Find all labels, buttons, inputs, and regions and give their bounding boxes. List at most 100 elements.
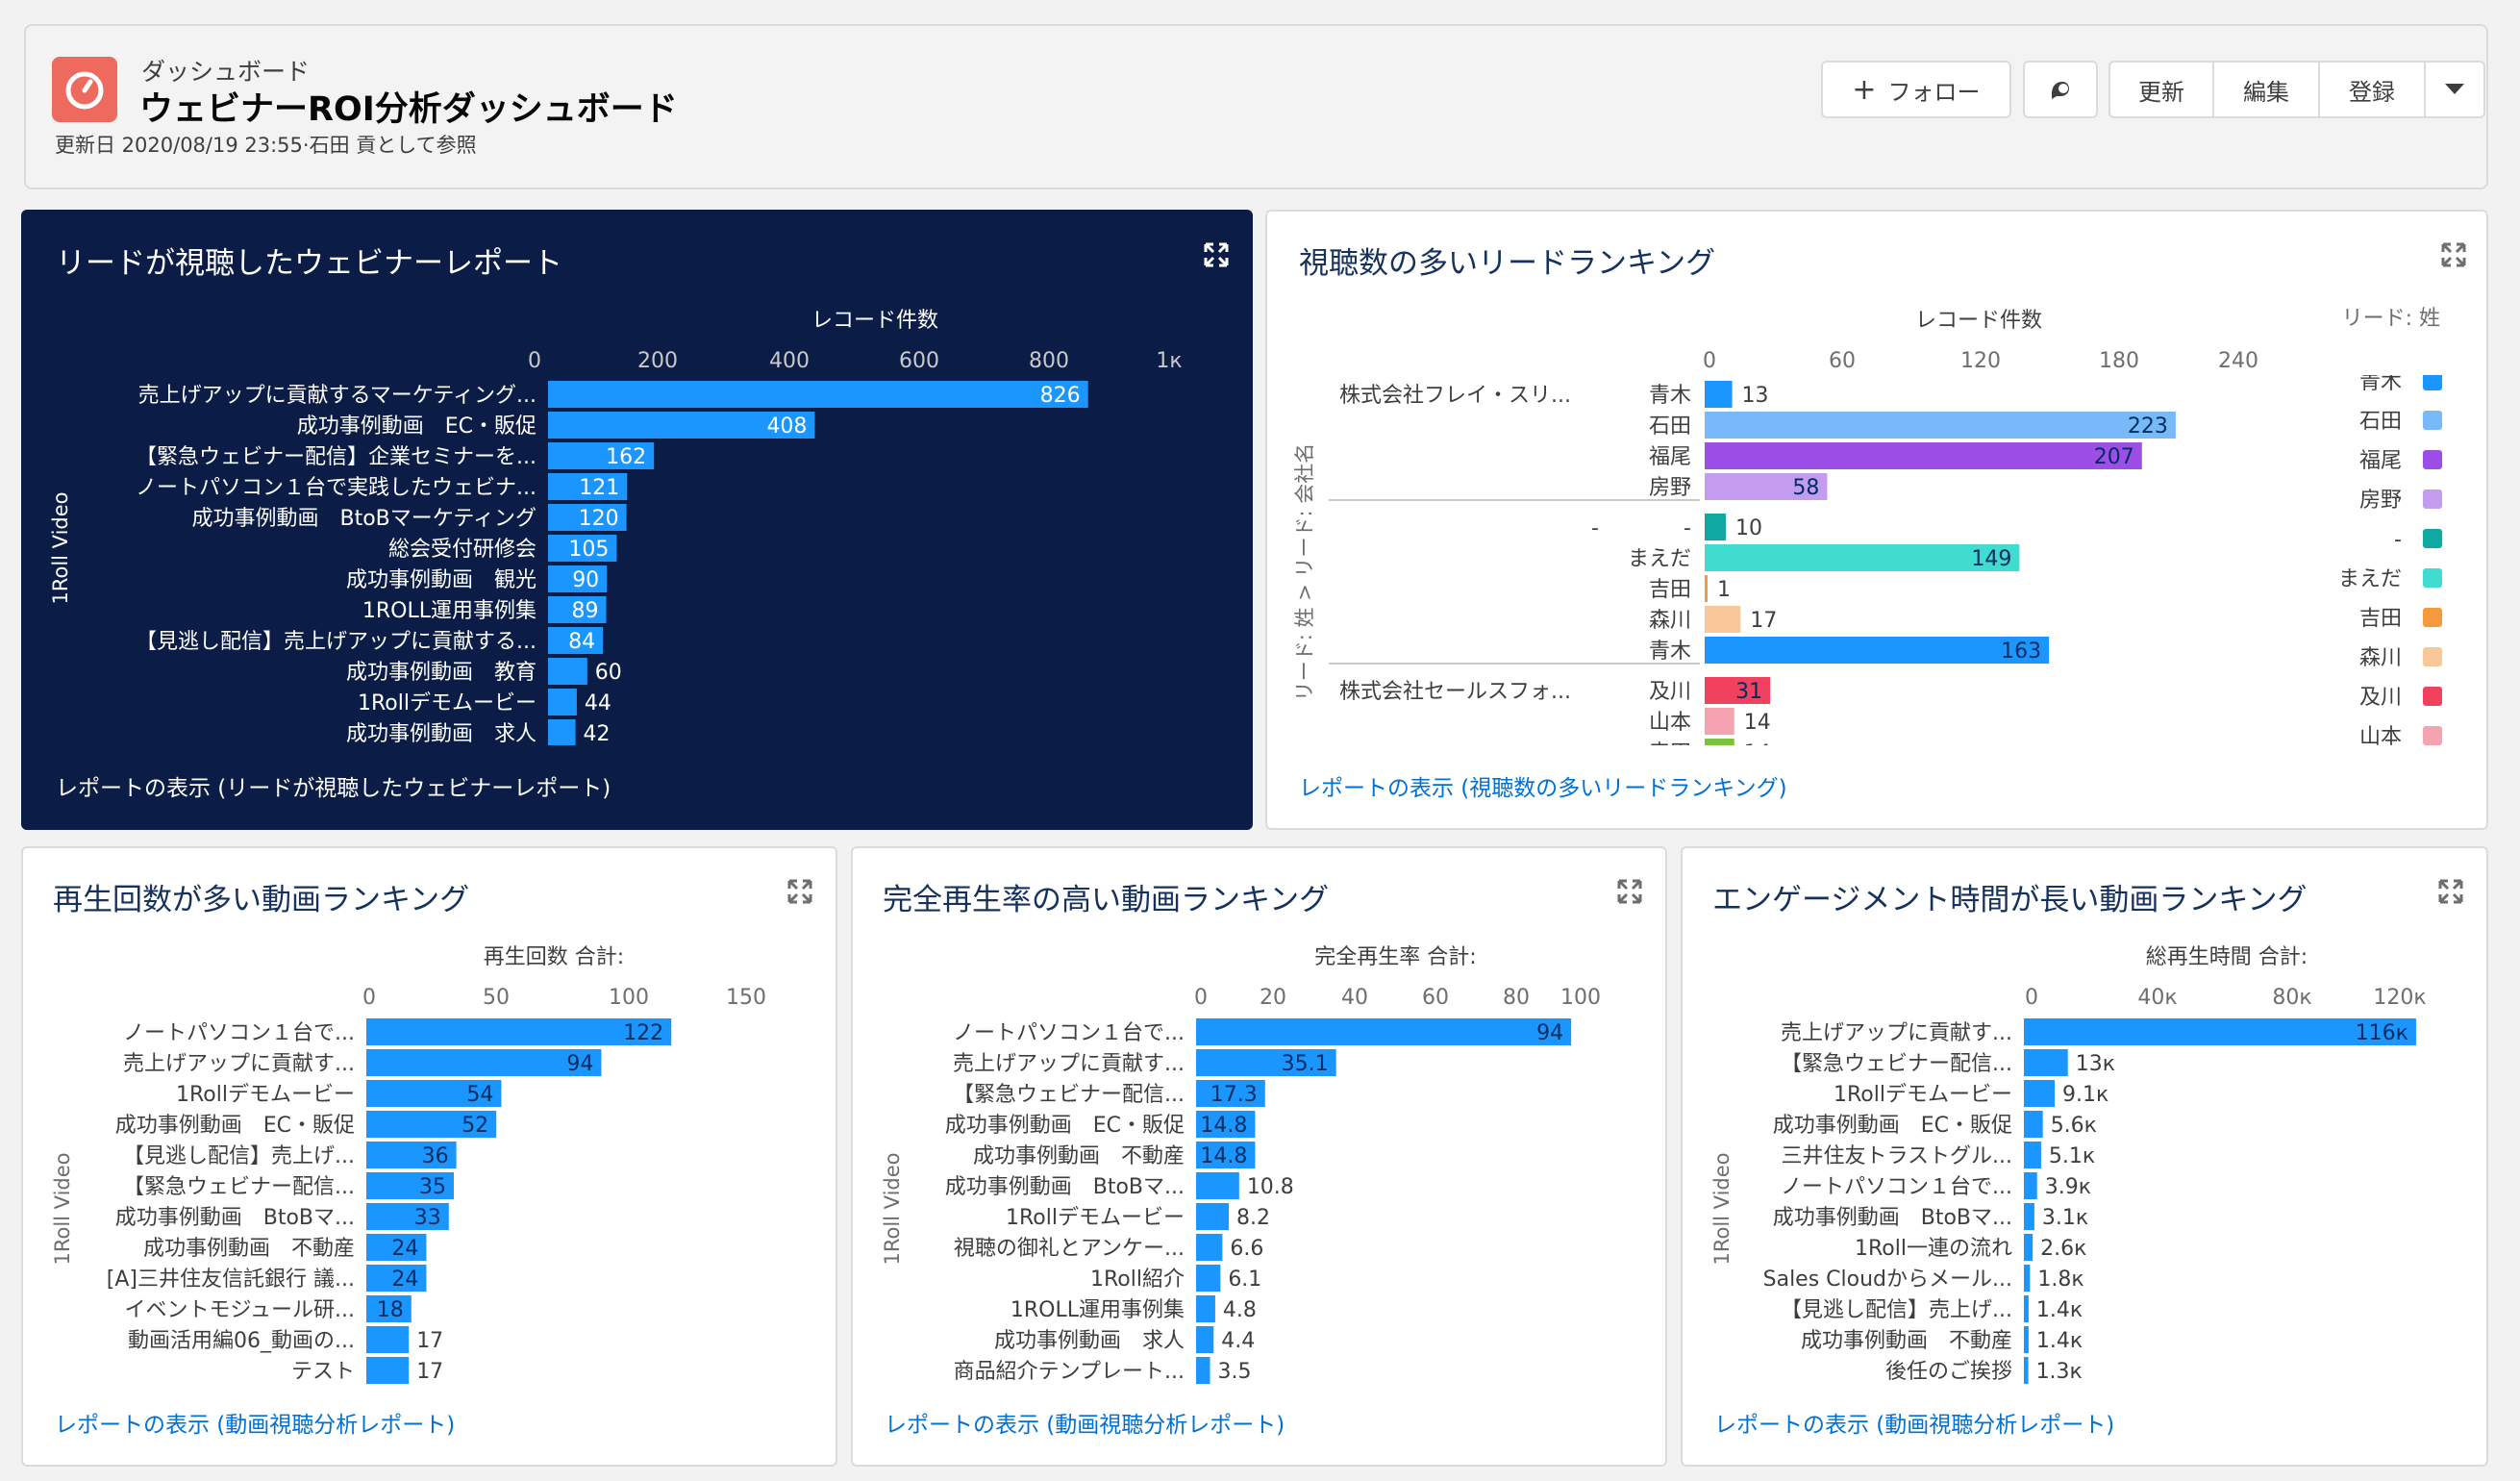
bar[interactable] <box>366 1234 427 1261</box>
edit-button[interactable]: 編集 <box>2212 61 2320 118</box>
legend-swatch[interactable] <box>2423 687 2442 706</box>
bar[interactable] <box>2024 1295 2029 1322</box>
view-report-link[interactable]: レポートの表示 (動画視聴分析レポート) <box>1714 1413 2115 1438</box>
lead-name-label: 山本 <box>1649 711 1691 735</box>
category-label: 三井住友トラストグル... <box>1781 1144 2012 1168</box>
bar[interactable] <box>366 1357 410 1384</box>
legend-swatch[interactable] <box>2423 371 2442 390</box>
follow-button[interactable]: + フォロー <box>1821 61 2011 118</box>
bar[interactable] <box>1705 708 1734 735</box>
bar[interactable] <box>548 442 655 469</box>
bar[interactable] <box>1196 1326 1214 1353</box>
bar[interactable] <box>1705 739 1734 755</box>
bar[interactable] <box>548 473 628 500</box>
legend-swatch[interactable] <box>2423 568 2442 588</box>
bar[interactable] <box>366 1111 497 1138</box>
bar[interactable] <box>1196 1295 1215 1322</box>
legend-swatch[interactable] <box>2423 608 2442 627</box>
y-axis-title: 1Roll Video <box>49 491 72 604</box>
bar[interactable] <box>548 627 604 654</box>
x-tick-label: 800 <box>1029 349 1069 373</box>
bar[interactable] <box>548 689 577 715</box>
bar[interactable] <box>1705 412 2176 439</box>
expand-icon[interactable] <box>1204 242 1229 267</box>
bar[interactable] <box>2024 1326 2029 1353</box>
bar[interactable] <box>366 1203 449 1230</box>
more-actions-button[interactable] <box>2424 61 2485 118</box>
bar[interactable] <box>366 1142 457 1168</box>
bar[interactable] <box>548 719 576 746</box>
bar[interactable] <box>366 1326 410 1353</box>
refresh-button[interactable]: 更新 <box>2108 61 2214 118</box>
bar[interactable] <box>548 381 1088 408</box>
bar[interactable] <box>1196 1142 1256 1168</box>
lead-name-label: 青木 <box>1649 640 1691 664</box>
bar[interactable] <box>366 1018 672 1045</box>
legend-swatch[interactable] <box>2423 411 2442 430</box>
bar[interactable] <box>366 1265 427 1292</box>
expand-icon[interactable] <box>2441 242 2466 267</box>
bar[interactable] <box>2024 1265 2031 1292</box>
view-report-link[interactable]: レポートの表示 (動画視聴分析レポート) <box>885 1413 1285 1438</box>
bar[interactable] <box>366 1295 412 1322</box>
view-report-link[interactable]: レポートの表示 (リードが視聴したウェビナーレポート) <box>56 776 611 801</box>
bar[interactable] <box>2024 1018 2416 1045</box>
bar[interactable] <box>548 565 608 592</box>
bar[interactable] <box>366 1080 502 1107</box>
bar[interactable] <box>1705 575 1708 602</box>
data-label: 54 <box>466 1083 493 1107</box>
bar[interactable] <box>1196 1080 1265 1107</box>
company-label: 株式会社セールスフォ... <box>1339 680 1571 704</box>
bar[interactable] <box>548 535 617 562</box>
bar[interactable] <box>2024 1203 2034 1230</box>
legend-swatch[interactable] <box>2423 450 2442 469</box>
bar[interactable] <box>366 1172 454 1199</box>
bar[interactable] <box>1196 1234 1223 1261</box>
bar[interactable] <box>1705 442 2142 469</box>
bar[interactable] <box>2024 1049 2068 1076</box>
bar[interactable] <box>548 412 815 439</box>
legend-swatch[interactable] <box>2423 726 2442 745</box>
bar[interactable] <box>2024 1234 2033 1261</box>
bar[interactable] <box>2024 1357 2029 1384</box>
expand-icon[interactable] <box>2438 879 2463 904</box>
view-report-link[interactable]: レポートの表示 (動画視聴分析レポート) <box>55 1413 456 1438</box>
bar[interactable] <box>1705 606 1741 633</box>
bar[interactable] <box>1196 1203 1230 1230</box>
bar[interactable] <box>1196 1111 1256 1138</box>
bar[interactable] <box>1196 1018 1572 1045</box>
data-label: 35.1 <box>1282 1052 1329 1076</box>
bar-rows: 売上げアップに貢献するマーケティング... 826 成功事例動画 EC・販促 408 【… <box>136 381 1088 746</box>
bar[interactable] <box>1196 1172 1239 1199</box>
legend-swatch[interactable] <box>2423 647 2442 666</box>
bar[interactable] <box>1196 1357 1210 1384</box>
data-label: 3.1к <box>2042 1206 2088 1230</box>
bar[interactable] <box>1705 544 2020 571</box>
bar[interactable] <box>2024 1172 2037 1199</box>
bar[interactable] <box>1196 1265 1221 1292</box>
legend-swatch[interactable] <box>2423 529 2442 548</box>
bar[interactable] <box>2024 1080 2056 1107</box>
bar[interactable] <box>1705 381 1733 408</box>
expand-icon[interactable] <box>1617 879 1642 904</box>
bar[interactable] <box>366 1049 602 1076</box>
bar[interactable] <box>548 658 587 685</box>
legend-swatch[interactable] <box>2423 489 2442 509</box>
bar[interactable] <box>1705 637 2050 664</box>
view-report-link[interactable]: レポートの表示 (視聴数の多いリードランキング) <box>1299 776 1787 801</box>
bar[interactable] <box>548 596 607 623</box>
bar[interactable] <box>1705 677 1771 704</box>
bar[interactable] <box>1705 514 1726 540</box>
header-meta: 更新日 2020/08/19 23:55·石田 貢として参照 <box>55 134 477 157</box>
expand-icon[interactable] <box>787 879 812 904</box>
bar[interactable] <box>2024 1142 2041 1168</box>
register-button[interactable]: 登録 <box>2318 61 2426 118</box>
bar[interactable] <box>548 504 627 531</box>
bar[interactable] <box>2024 1111 2043 1138</box>
legend-label: 房野 <box>2359 489 2402 513</box>
lead-name-label: 房野 <box>1649 476 1691 500</box>
bar[interactable] <box>1705 473 1828 500</box>
subscribe-button[interactable] <box>2023 61 2098 118</box>
bar[interactable] <box>1196 1049 1336 1076</box>
